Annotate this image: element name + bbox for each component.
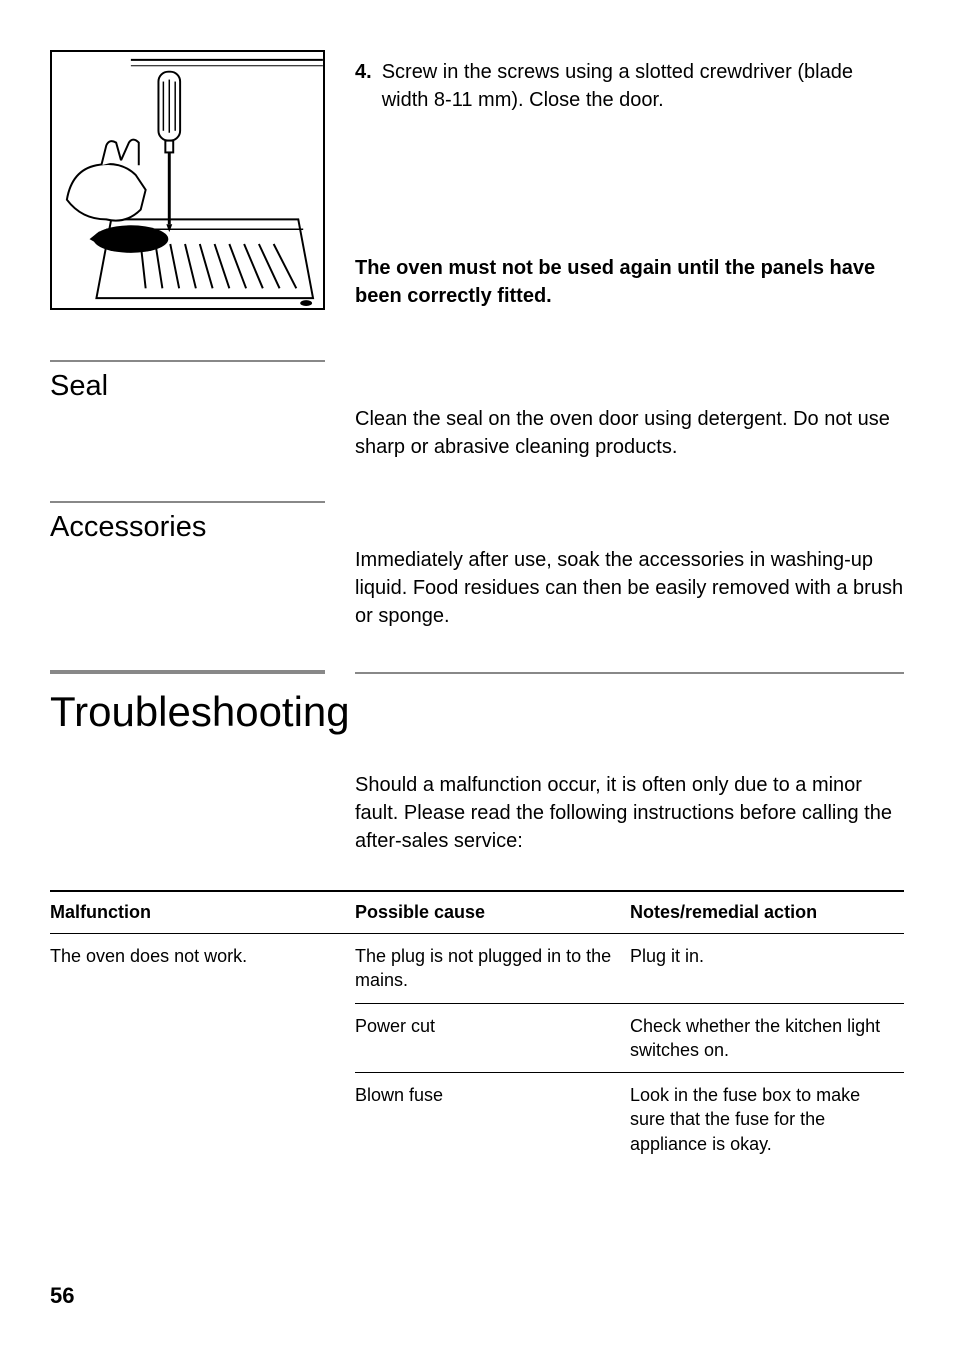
cell-action: Check whether the kitchen light switches… (630, 1003, 904, 1073)
instruction-illustration (50, 50, 325, 310)
table-header-row: Malfunction Possible cause Notes/remedia… (50, 891, 904, 934)
accessories-body-block: Immediately after use, soak the accessor… (355, 501, 904, 630)
troubleshooting-table: Malfunction Possible cause Notes/remedia… (50, 890, 904, 1166)
accessories-body: Immediately after use, soak the accessor… (355, 546, 904, 630)
step-body: Screw in the screws using a slotted crew… (382, 58, 904, 114)
section-rule (50, 360, 325, 362)
accessories-section: Accessories Immediately after use, soak … (50, 501, 904, 630)
troubleshooting-section: Troubleshooting Should a malfunction occ… (50, 670, 904, 1166)
page-number: 56 (50, 1283, 74, 1309)
cell-cause: Power cut (355, 1003, 630, 1073)
warning-text: The oven must not be used again until th… (355, 254, 904, 310)
accessories-heading-block: Accessories (50, 501, 325, 630)
accessories-heading: Accessories (50, 511, 325, 544)
cell-cause: The plug is not plugged in to the mains. (355, 934, 630, 1004)
screwdriver-illustration-svg (52, 52, 323, 308)
troubleshooting-heading: Troubleshooting (50, 688, 904, 736)
section-rule (50, 501, 325, 503)
cell-action: Look in the fuse box to make sure that t… (630, 1073, 904, 1166)
step-section: 4. Screw in the screws using a slotted c… (50, 50, 904, 310)
main-rule-right (355, 672, 904, 674)
table-row: The oven does not work. The plug is not … (50, 934, 904, 1004)
main-rule-left (50, 670, 325, 674)
seal-body-block: Clean the seal on the oven door using de… (355, 360, 904, 461)
step-text-block: 4. Screw in the screws using a slotted c… (355, 50, 904, 310)
step-line: 4. Screw in the screws using a slotted c… (355, 58, 904, 114)
cell-action: Plug it in. (630, 934, 904, 1004)
step-number: 4. (355, 58, 372, 114)
table-header-cause: Possible cause (355, 891, 630, 934)
seal-heading-block: Seal (50, 360, 325, 461)
seal-heading: Seal (50, 370, 325, 403)
seal-section: Seal Clean the seal on the oven door usi… (50, 360, 904, 461)
troubleshooting-intro: Should a malfunction occur, it is often … (355, 771, 904, 855)
main-rule-row (50, 670, 904, 688)
cell-malfunction: The oven does not work. (50, 934, 355, 1167)
table-header-action: Notes/remedial action (630, 891, 904, 934)
table-header-malfunction: Malfunction (50, 891, 355, 934)
seal-body: Clean the seal on the oven door using de… (355, 405, 904, 461)
cell-cause: Blown fuse (355, 1073, 630, 1166)
